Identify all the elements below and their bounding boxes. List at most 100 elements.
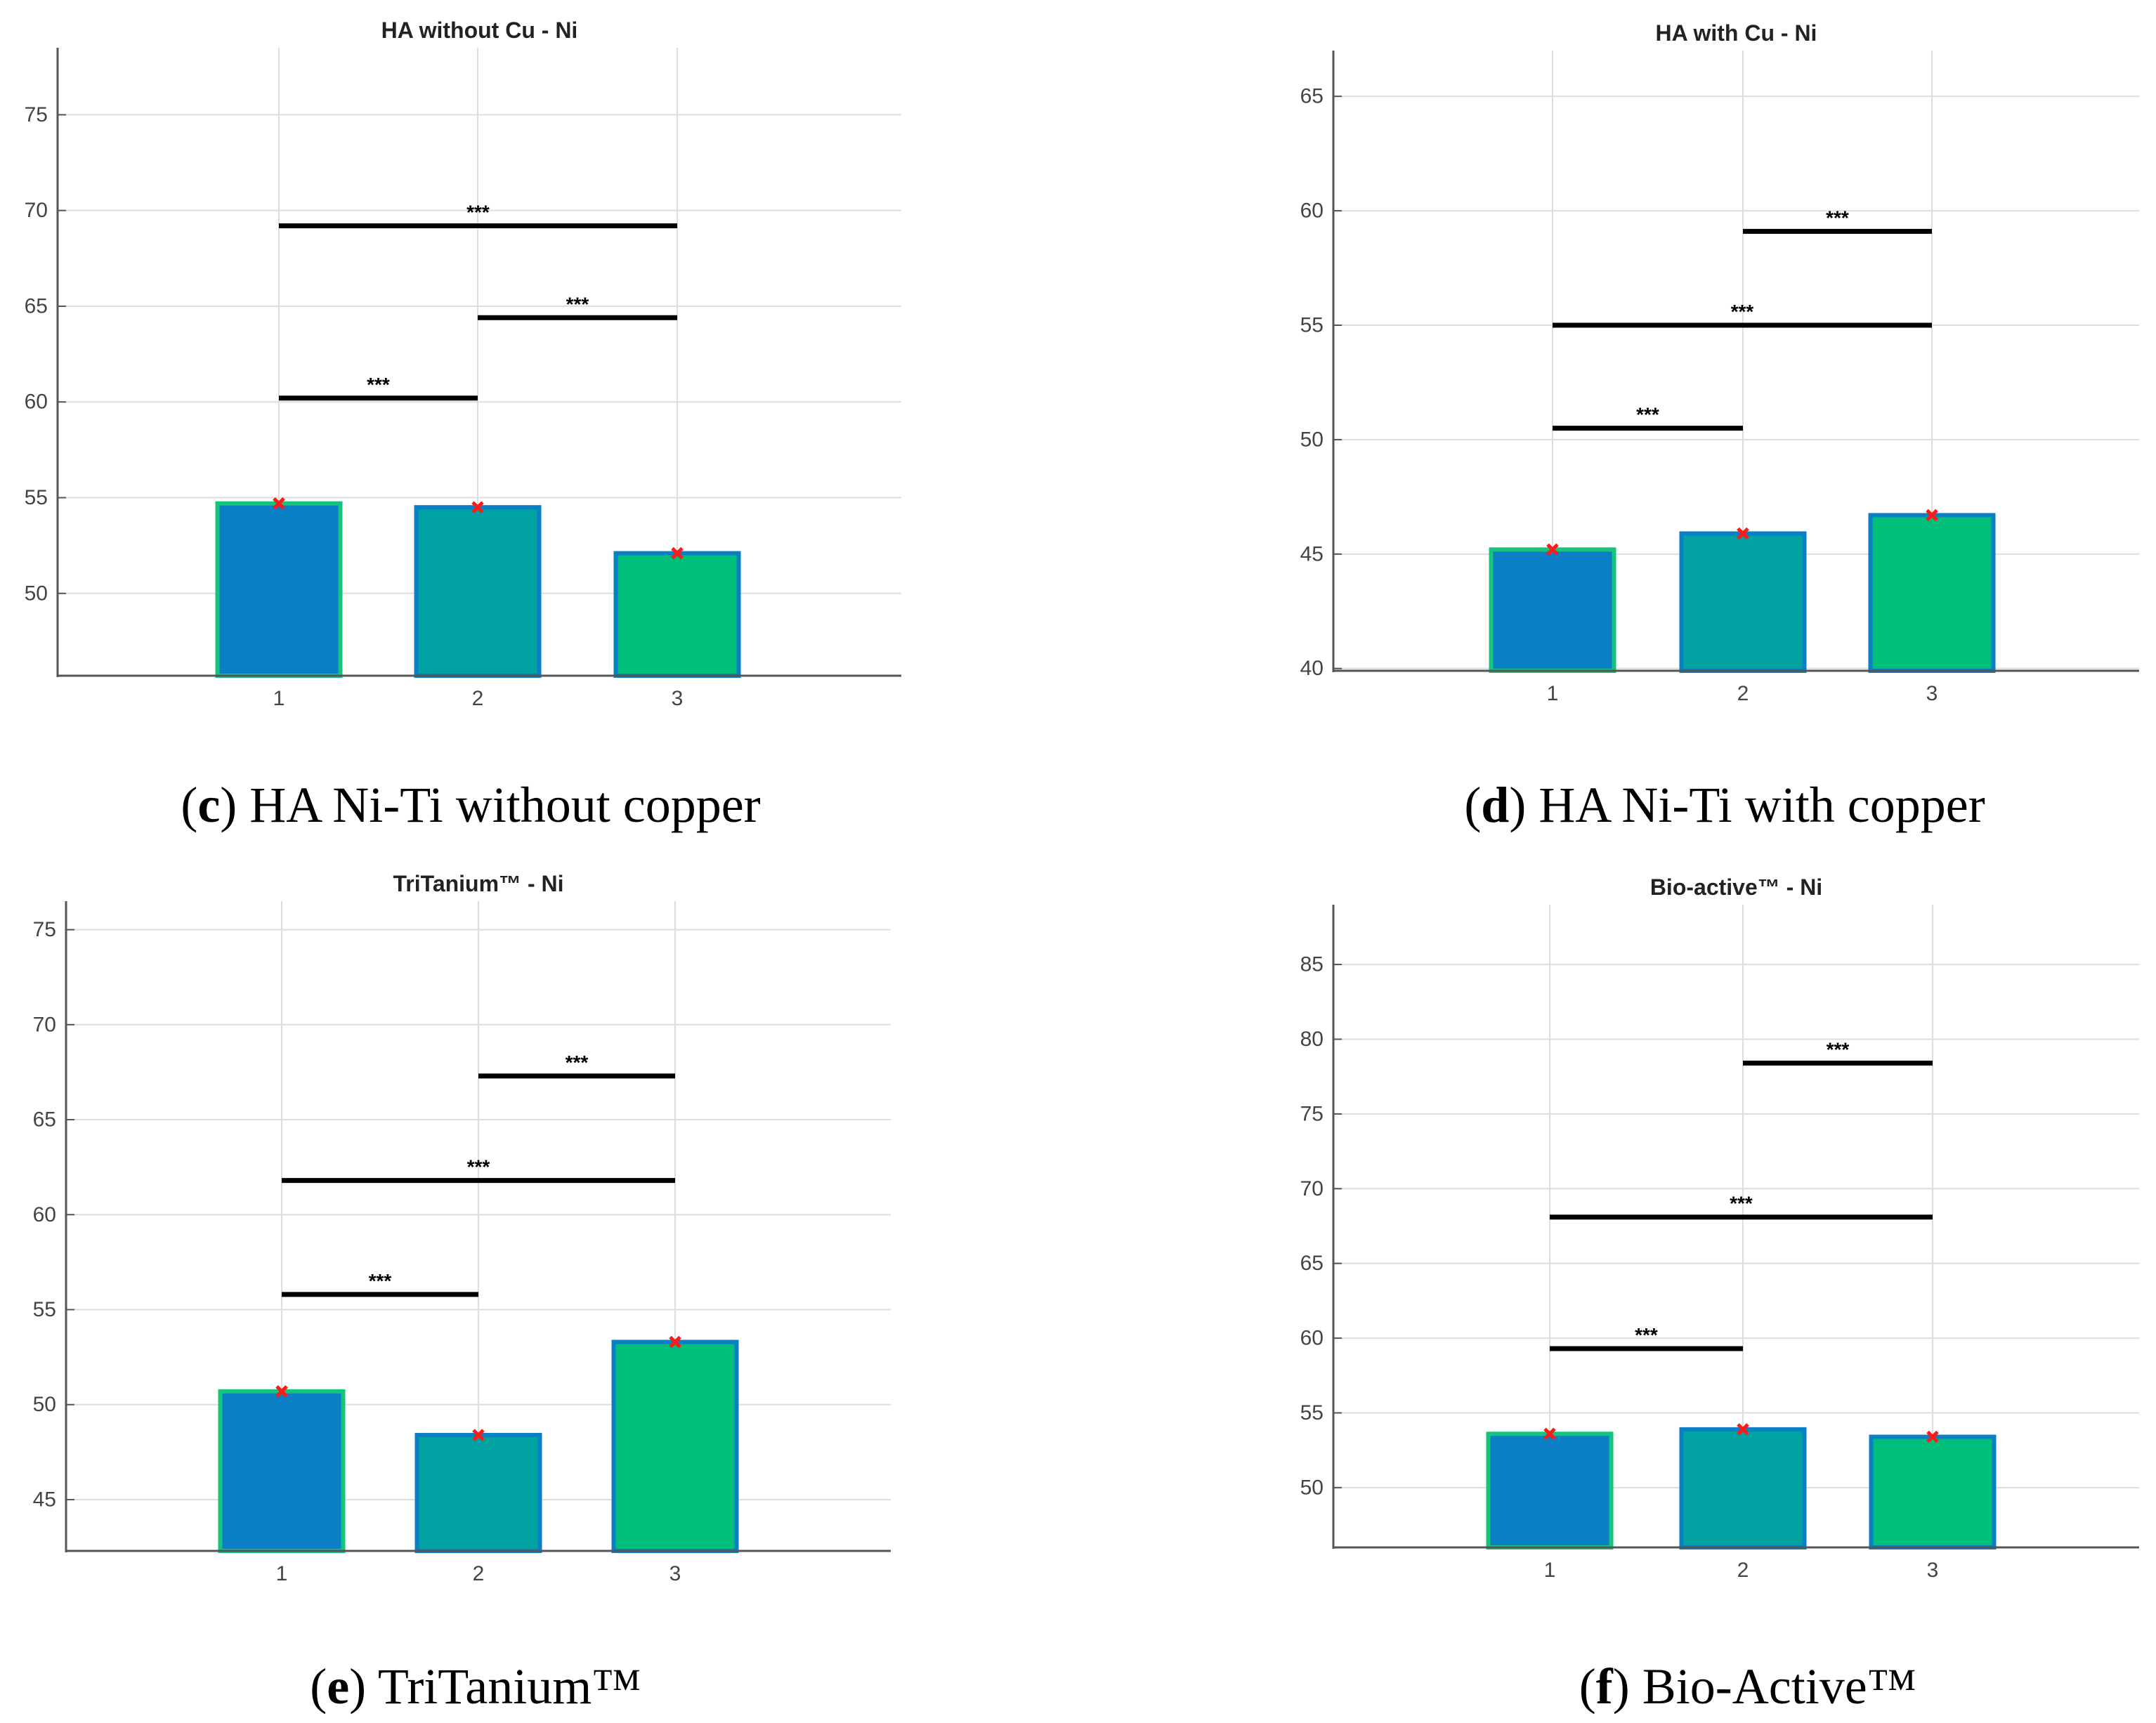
chart-title: Bio-active™ - Ni xyxy=(1650,874,1822,900)
significance-label: *** xyxy=(467,1156,490,1178)
y-tick-label: 75 xyxy=(25,103,48,126)
x-tick-label: 2 xyxy=(1737,1559,1749,1582)
mean-marker xyxy=(1546,543,1559,556)
caption-letter: f xyxy=(1595,1658,1613,1715)
y-tick-label: 50 xyxy=(33,1393,56,1416)
mean-marker xyxy=(1926,509,1938,522)
significance-label: *** xyxy=(566,1052,589,1073)
y-tick-label: 75 xyxy=(33,918,56,941)
y-tick-label: 60 xyxy=(25,391,48,414)
significance-label: *** xyxy=(466,201,490,223)
mean-marker xyxy=(671,546,684,560)
caption-paren-close: ) xyxy=(220,777,237,833)
panel-caption: (d) HA Ni-Ti with copper xyxy=(1464,780,1985,830)
significance-label: *** xyxy=(369,1270,392,1292)
y-tick-label: 60 xyxy=(33,1203,56,1226)
x-tick-label: 2 xyxy=(1737,682,1749,705)
significance-label: *** xyxy=(1731,301,1754,322)
x-tick-label: 1 xyxy=(1544,1559,1556,1582)
caption-paren-open: ( xyxy=(310,1658,327,1715)
significance-label: *** xyxy=(566,293,589,315)
y-tick-label: 65 xyxy=(25,294,48,317)
significance-label: *** xyxy=(1636,404,1659,426)
bar-1 xyxy=(218,1389,346,1553)
panel-caption: (e) TriTanium™ xyxy=(310,1661,641,1712)
caption-text: HA Ni-Ti without copper xyxy=(237,777,761,833)
caption-letter: c xyxy=(197,777,221,833)
y-tick-label: 55 xyxy=(25,486,48,509)
mean-marker xyxy=(669,1335,681,1349)
significance-label: *** xyxy=(1730,1193,1753,1214)
bar-1 xyxy=(1486,1432,1614,1550)
chart-title: HA with Cu - Ni xyxy=(1656,20,1817,46)
bar-3 xyxy=(611,1339,739,1553)
y-tick-label: 70 xyxy=(25,199,48,222)
significance-label: *** xyxy=(1826,207,1849,228)
y-tick-label: 60 xyxy=(1300,199,1324,223)
y-tick-label: 55 xyxy=(1300,313,1324,336)
caption-paren-close: ) xyxy=(1509,777,1527,833)
x-tick-label: 3 xyxy=(672,687,684,710)
caption-paren-open: ( xyxy=(1579,1658,1596,1715)
bar-3 xyxy=(613,551,741,678)
significance-label: *** xyxy=(1635,1324,1658,1346)
y-tick-label: 55 xyxy=(33,1298,56,1321)
y-tick-label: 65 xyxy=(33,1108,56,1132)
y-tick-label: 45 xyxy=(33,1488,56,1511)
x-tick-label: 1 xyxy=(1547,682,1559,705)
bar-1 xyxy=(215,501,343,678)
x-tick-label: 1 xyxy=(276,1562,288,1585)
x-tick-label: 2 xyxy=(472,687,484,710)
caption-text: Bio-Active™ xyxy=(1629,1658,1917,1715)
mean-marker xyxy=(471,501,484,513)
y-tick-label: 80 xyxy=(1300,1028,1324,1051)
y-tick-label: 50 xyxy=(25,582,48,605)
chart-panel-d: 40 45 50 55 60 65 1 2 3 HA with Cu - Ni *** *** *** xyxy=(1300,20,2139,705)
caption-text: TriTanium™ xyxy=(366,1658,641,1715)
mean-marker xyxy=(1737,527,1749,540)
x-tick-label: 2 xyxy=(473,1562,485,1585)
significance-label: *** xyxy=(1827,1039,1850,1061)
mean-marker xyxy=(1926,1430,1939,1443)
x-tick-label: 1 xyxy=(273,687,285,710)
bar-2 xyxy=(414,505,542,679)
caption-text: HA Ni-Ti with copper xyxy=(1526,777,1985,833)
mean-marker xyxy=(275,1385,288,1398)
y-tick-label: 50 xyxy=(1300,1476,1324,1499)
x-tick-label: 3 xyxy=(1926,682,1938,705)
caption-paren-open: ( xyxy=(181,777,198,833)
y-tick-label: 55 xyxy=(1300,1401,1324,1424)
y-tick-label: 75 xyxy=(1300,1102,1324,1125)
y-tick-label: 65 xyxy=(1300,85,1324,108)
caption-letter: e xyxy=(327,1658,350,1715)
bar-3 xyxy=(1869,1434,1997,1550)
y-tick-label: 50 xyxy=(1300,428,1324,451)
y-tick-label: 65 xyxy=(1300,1252,1324,1275)
y-tick-label: 70 xyxy=(33,1013,56,1036)
y-tick-label: 70 xyxy=(1300,1177,1324,1200)
significance-label: *** xyxy=(367,374,390,395)
chart-title: TriTanium™ - Ni xyxy=(393,871,564,896)
chart-title: HA without Cu - Ni xyxy=(381,18,578,43)
mean-marker xyxy=(1543,1427,1556,1441)
bar-3 xyxy=(1868,513,1996,673)
y-tick-label: 40 xyxy=(1300,657,1324,680)
caption-paren-open: ( xyxy=(1464,777,1482,833)
mean-marker xyxy=(472,1429,485,1441)
panel-caption: (f) Bio-Active™ xyxy=(1579,1661,1916,1712)
bar-2 xyxy=(1679,531,1807,673)
chart-panel-f: 50 55 60 65 70 75 80 85 1 2 3 Bio-active™ - Ni *** **… xyxy=(1300,874,2139,1582)
mean-marker xyxy=(273,497,285,510)
bar-2 xyxy=(414,1433,542,1554)
caption-letter: d xyxy=(1481,777,1510,833)
bar-1 xyxy=(1489,547,1616,673)
x-tick-label: 3 xyxy=(669,1562,681,1585)
mean-marker xyxy=(1737,1423,1749,1436)
caption-paren-close: ) xyxy=(349,1658,367,1715)
chart-panel-e: 45 50 55 60 65 70 75 1 2 3 TriTanium™ - Ni *** *** **… xyxy=(33,871,891,1585)
caption-paren-close: ) xyxy=(1612,1658,1630,1715)
chart-panel-c: 50 55 60 65 70 75 1 2 3 HA without Cu - Ni *** *** *… xyxy=(25,18,901,710)
x-tick-label: 3 xyxy=(1927,1559,1939,1582)
